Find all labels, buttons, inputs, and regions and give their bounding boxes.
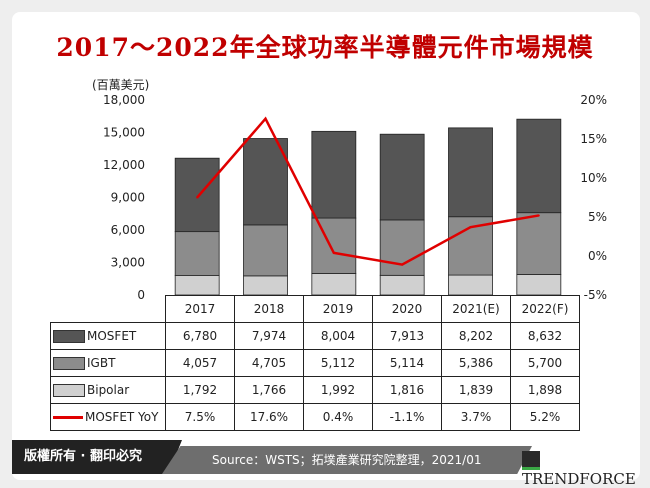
data-label: 8,004	[303, 322, 373, 350]
bar-bipolar	[243, 275, 288, 296]
trendforce-logo: TRENDFORCE	[522, 450, 640, 488]
bar-mosfet	[174, 157, 220, 233]
x-tick-label: 2022(F)	[510, 295, 580, 323]
legend-swatch	[53, 330, 85, 343]
bar-igbt	[311, 217, 357, 274]
data-label: 1,816	[372, 376, 442, 404]
y-tick-label: 6,000	[111, 223, 145, 237]
bar-bipolar	[311, 273, 357, 296]
legend-line-swatch	[53, 416, 83, 419]
data-label: 8,632	[510, 322, 580, 350]
y2-tick-label: -5%	[584, 288, 607, 302]
line-point	[332, 251, 335, 254]
bar-bipolar	[516, 274, 562, 296]
line-point	[401, 263, 404, 266]
bar-igbt	[379, 219, 425, 276]
bar-bipolar	[448, 274, 493, 296]
data-label: 4,057	[165, 349, 235, 377]
data-label: 8,202	[441, 322, 511, 350]
data-label: 5,386	[441, 349, 511, 377]
bar-mosfet	[448, 127, 493, 218]
bar-bipolar	[379, 274, 425, 296]
data-label: 5,112	[303, 349, 373, 377]
table-row: IGBT 4,057 4,705 5,112 5,114 5,386 5,700	[50, 349, 580, 377]
table-row: MOSFET 6,780 7,974 8,004 7,913 8,202 8,632	[50, 322, 580, 350]
table-row: MOSFET YoY 7.5% 17.6% 0.4% -1.1% 3.7% 5.2%	[50, 403, 580, 431]
bar-mosfet	[311, 130, 357, 219]
legend-entry: Bipolar	[50, 376, 166, 404]
data-label: 4,705	[234, 349, 304, 377]
y-tick-label: 9,000	[111, 191, 145, 205]
line-point	[196, 196, 199, 199]
line-mosfet-yoy	[196, 116, 540, 266]
logo-icon	[522, 450, 540, 470]
footer: 版權所有 · 翻印必究 Source：WSTS；拓墣產業研究院整理，2021/0…	[12, 440, 640, 488]
data-table: 2017 2018 2019 2020 2021(E) 2022(F) MOSFET 6,78…	[50, 295, 580, 431]
y2-tick-label: 20%	[580, 93, 607, 107]
x-tick-label: 2018	[234, 295, 304, 323]
bar-mosfet	[516, 118, 562, 214]
y2-tick-label: 0%	[588, 249, 607, 263]
data-label: 3.7%	[441, 403, 511, 431]
data-label: 5,114	[372, 349, 442, 377]
data-label: 1,766	[234, 376, 304, 404]
data-label: 7,913	[372, 322, 442, 350]
bar-igbt	[174, 231, 220, 276]
x-tick-label: 2020	[372, 295, 442, 323]
data-label: 1,839	[441, 376, 511, 404]
y-tick-label: 3,000	[111, 256, 145, 270]
data-label: -1.1%	[372, 403, 442, 431]
source-label: Source：WSTS；拓墣產業研究院整理，2021/01	[162, 446, 532, 474]
data-label: 6,780	[165, 322, 235, 350]
line-point	[469, 226, 472, 229]
y-tick-label: 18,000	[103, 93, 145, 107]
data-label: 17.6%	[234, 403, 304, 431]
data-label: 1,992	[303, 376, 373, 404]
legend-swatch	[53, 357, 85, 370]
line-point	[264, 117, 267, 120]
data-label: 5,700	[510, 349, 580, 377]
y2-tick-label: 5%	[588, 210, 607, 224]
bar-bipolar	[174, 275, 220, 296]
data-label: 1,792	[165, 376, 235, 404]
data-label: 7,974	[234, 322, 304, 350]
data-label: 0.4%	[303, 403, 373, 431]
bar-mosfet	[379, 133, 425, 221]
x-tick-label: 2017	[165, 295, 235, 323]
copyright-label: 版權所有 · 翻印必究	[12, 440, 182, 474]
y2-tick-label: 10%	[580, 171, 607, 185]
legend-entry: IGBT	[50, 349, 166, 377]
y2-tick-label: 15%	[580, 132, 607, 146]
legend-entry: MOSFET	[50, 322, 166, 350]
legend-swatch	[53, 384, 85, 397]
table-row: Bipolar 1,792 1,766 1,992 1,816 1,839 1,898	[50, 376, 580, 404]
x-tick-label: 2019	[303, 295, 373, 323]
data-label: 1,898	[510, 376, 580, 404]
data-label: 5.2%	[510, 403, 580, 431]
data-label: 7.5%	[165, 403, 235, 431]
chart-title: 2017～2022年全球功率半導體元件市場規模	[56, 33, 594, 62]
legend-entry: MOSFET YoY	[50, 403, 166, 431]
y-tick-label: 12,000	[103, 158, 145, 172]
bar-mosfet	[243, 138, 288, 226]
y-axis-unit: (百萬美元)	[92, 78, 150, 92]
y-tick-label: 15,000	[103, 126, 145, 140]
y-tick-label: 0	[137, 288, 145, 302]
bar-igbt	[516, 212, 562, 275]
bar-igbt	[243, 224, 288, 277]
line-point	[537, 214, 540, 217]
table-corner	[51, 296, 166, 323]
x-tick-label: 2021(E)	[441, 295, 511, 323]
